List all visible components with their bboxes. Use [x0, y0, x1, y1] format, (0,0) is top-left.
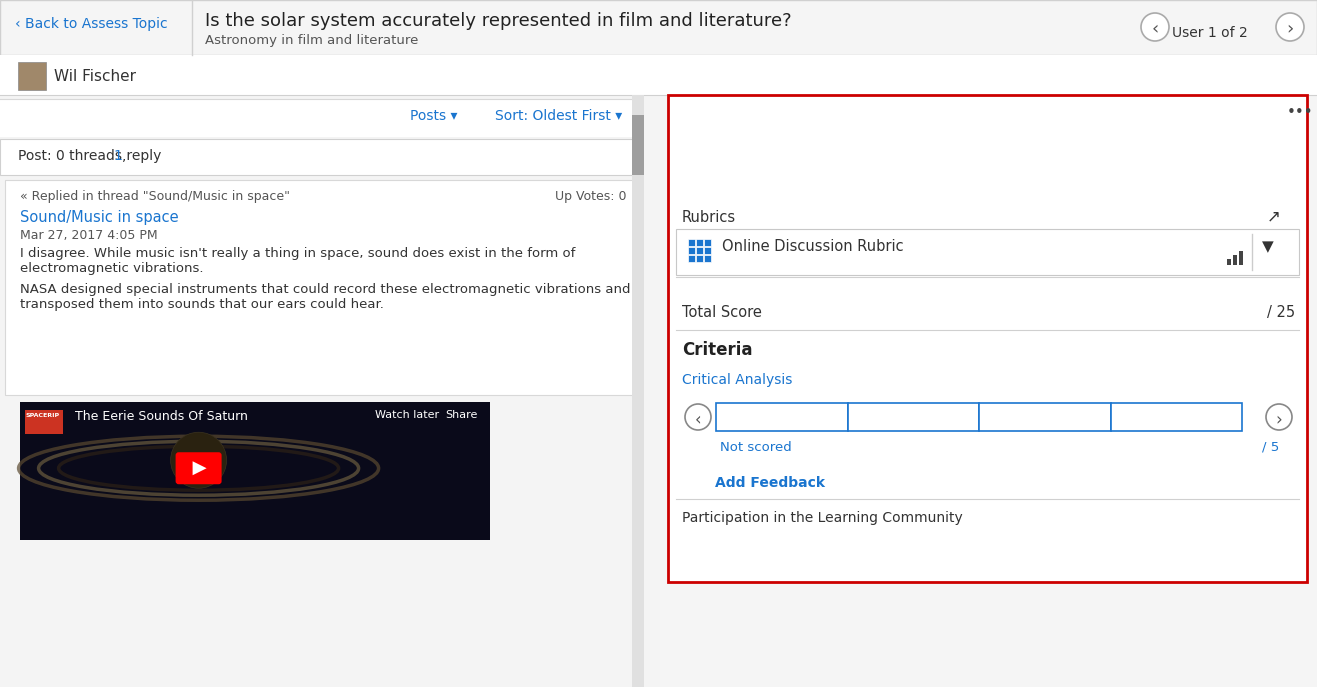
Bar [20, 402, 490, 540]
Bar [716, 403, 848, 431]
Bar [695, 239, 703, 246]
Text: Wil Fischer: Wil Fischer [54, 69, 136, 84]
Text: « Replied in thread "Sound/Music in space": « Replied in thread "Sound/Music in spac… [20, 190, 290, 203]
Bar [979, 403, 1110, 431]
Text: Sort: Oldest First ▾: Sort: Oldest First ▾ [495, 109, 622, 123]
Bar [1233, 255, 1237, 265]
Text: ↗: ↗ [1267, 207, 1281, 225]
Text: ›: › [1287, 20, 1293, 38]
Text: Not scored: Not scored [720, 441, 792, 454]
Text: Is the solar system accurately represented in film and literature?: Is the solar system accurately represent… [205, 12, 792, 30]
Bar [25, 410, 63, 434]
Text: ‹: ‹ [1151, 20, 1159, 38]
Text: reply: reply [122, 149, 162, 163]
Bar [20, 402, 490, 540]
Bar [5, 180, 635, 395]
Bar [687, 255, 695, 262]
Bar [687, 239, 695, 246]
Text: Mar 27, 2017 4:05 PM: Mar 27, 2017 4:05 PM [20, 229, 158, 242]
Bar [705, 239, 711, 246]
Text: Up Votes: 0: Up Votes: 0 [554, 190, 627, 203]
Polygon shape [192, 461, 207, 475]
Circle shape [685, 404, 711, 430]
Text: ‹: ‹ [694, 411, 702, 429]
Text: NASA designed special instruments that could record these electromagnetic vibrat: NASA designed special instruments that c… [20, 283, 631, 311]
Bar [695, 255, 703, 262]
Bar [848, 403, 979, 431]
Text: 1: 1 [113, 149, 122, 163]
Bar [687, 247, 695, 254]
Bar [695, 247, 703, 254]
Text: •••: ••• [1287, 105, 1313, 120]
Bar [660, 95, 1317, 687]
Text: Watch later: Watch later [375, 410, 439, 420]
Bar [1110, 403, 1242, 431]
Text: / 5: / 5 [1262, 441, 1279, 454]
Text: SPACERIP: SPACERIP [26, 413, 61, 418]
Bar [668, 95, 1306, 582]
Circle shape [1266, 404, 1292, 430]
Text: Rubrics: Rubrics [682, 210, 736, 225]
Bar [632, 95, 644, 687]
Bar [0, 0, 1317, 55]
Bar [705, 247, 711, 254]
Text: The Eerie Sounds Of Saturn: The Eerie Sounds Of Saturn [75, 410, 248, 423]
Bar [0, 139, 640, 175]
Text: / 25: / 25 [1267, 305, 1295, 320]
Circle shape [171, 432, 227, 488]
Text: Posts ▾: Posts ▾ [410, 109, 457, 123]
Text: I disagree. While music isn't really a thing in space, sound does exist in the f: I disagree. While music isn't really a t… [20, 247, 576, 275]
Text: Share: Share [445, 410, 477, 420]
Circle shape [1276, 13, 1304, 41]
Bar [705, 255, 711, 262]
Circle shape [1141, 13, 1169, 41]
Text: Post: 0 threads,: Post: 0 threads, [18, 149, 130, 163]
Text: ▼: ▼ [1262, 239, 1274, 254]
Text: Online Discussion Rubric: Online Discussion Rubric [722, 239, 903, 254]
Bar [0, 55, 1317, 95]
Bar [0, 99, 640, 137]
Bar [1239, 251, 1243, 265]
Bar [632, 115, 644, 175]
FancyBboxPatch shape [175, 452, 221, 484]
Text: Total Score: Total Score [682, 305, 761, 320]
Text: User 1 of 2: User 1 of 2 [1172, 26, 1249, 40]
Text: Critical Analysis: Critical Analysis [682, 373, 793, 387]
Text: Add Feedback: Add Feedback [715, 476, 824, 490]
Text: Participation in the Learning Community: Participation in the Learning Community [682, 511, 963, 525]
Text: Criteria: Criteria [682, 341, 752, 359]
Text: ›: › [1276, 411, 1283, 429]
Text: ‹ Back to Assess Topic: ‹ Back to Assess Topic [14, 17, 167, 31]
Bar [18, 62, 46, 90]
Text: Astronomy in film and literature: Astronomy in film and literature [205, 34, 419, 47]
Bar [1227, 259, 1231, 265]
Bar [676, 229, 1299, 275]
Text: Sound/Music in space: Sound/Music in space [20, 210, 179, 225]
